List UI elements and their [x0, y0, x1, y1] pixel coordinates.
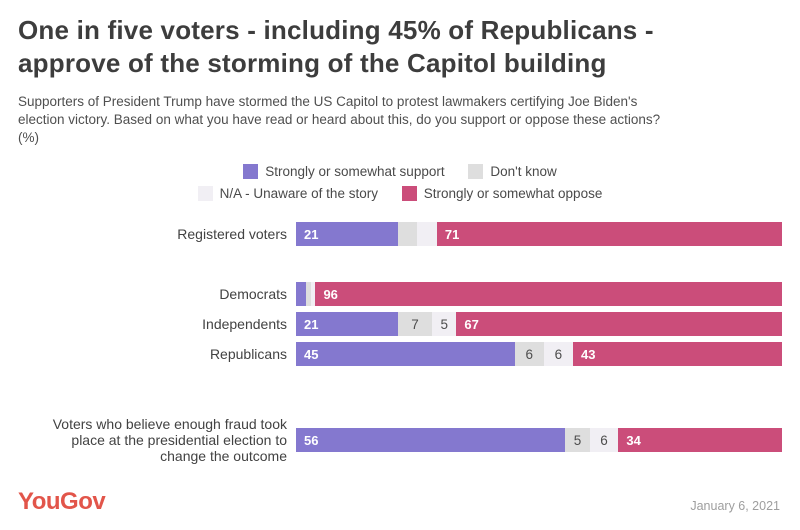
subtitle-line-2: election victory. Based on what you have…: [18, 112, 661, 127]
segment-value-label: 56: [304, 432, 319, 448]
page-title: One in five voters - including 45% of Re…: [18, 14, 782, 80]
bar-segment-support: 56: [296, 428, 566, 452]
row-label: Democrats: [219, 286, 287, 302]
row-label: Republicans: [209, 346, 287, 362]
legend-label-unaware: N/A - Unaware of the story: [219, 186, 378, 201]
legend-item-support: Strongly or somewhat support: [243, 161, 445, 183]
unaware-swatch-icon: [197, 186, 213, 201]
bar-segment-oppose: 43: [573, 342, 782, 366]
row-label: Voters who believe enough fraud took plac…: [52, 416, 287, 464]
bar-segment-unaware: 6: [589, 428, 619, 452]
subtitle-line-1: Supporters of President Trump have storm…: [18, 94, 638, 109]
survey-question: Supporters of President Trump have storm…: [18, 93, 782, 147]
bar-segment-support: [296, 282, 306, 306]
support-swatch-icon: [243, 164, 259, 179]
bar-segment-dont_know: 5: [565, 428, 590, 452]
stacked-bar: 21 71: [296, 222, 782, 246]
legend-label-dont-know: Don't know: [490, 164, 557, 179]
bar-segment-dont_know: [398, 222, 418, 246]
stacked-bar: 21 7 5 67: [296, 312, 782, 336]
segment-value-label: 6: [554, 346, 563, 362]
segment-value-label: 6: [600, 432, 608, 448]
title-line-1: One in five voters - including 45% of Re…: [18, 15, 654, 45]
footer: YouGov January 6, 2021: [18, 488, 780, 516]
segment-value-label: 71: [444, 226, 460, 242]
bar-segment-unaware: [310, 282, 316, 306]
title-line-2: approve of the storming of the Capitol b…: [18, 48, 607, 78]
bar-segment-dont_know: 6: [514, 342, 544, 366]
yougov-logo: YouGov: [18, 488, 106, 515]
bar-segment-dont_know: 7: [398, 312, 433, 336]
row-label: Independents: [202, 316, 287, 332]
bar-segment-oppose: 71: [436, 222, 782, 246]
oppose-swatch-icon: [401, 186, 417, 201]
stacked-bar: 45 6 6 43: [296, 342, 782, 366]
bar-segment-support: 21: [296, 312, 399, 336]
segment-value-label: 5: [573, 432, 582, 448]
legend-row-2: N/A - Unaware of the story Strongly or s…: [18, 183, 782, 205]
chart-row: Independents 21 7 5 67: [18, 312, 782, 336]
legend-item-unaware: N/A - Unaware of the story: [197, 183, 378, 205]
bar-segment-oppose: 34: [618, 428, 783, 452]
bar-segment-oppose: 67: [456, 312, 782, 336]
segment-value-label: 6: [525, 346, 534, 362]
segment-value-label: 34: [626, 432, 641, 448]
segment-value-label: 45: [304, 346, 319, 362]
stacked-bar: 56 5 6 34: [296, 428, 783, 452]
legend-item-dont-know: Don't know: [468, 161, 557, 183]
segment-value-label: 96: [323, 286, 338, 302]
segment-value-label: 7: [411, 316, 419, 332]
bar-segment-unaware: 5: [432, 312, 457, 336]
legend-row-1: Strongly or somewhat support Don't know: [18, 161, 782, 183]
legend-item-oppose: Strongly or somewhat oppose: [401, 183, 603, 205]
segment-value-label: 67: [464, 316, 479, 332]
bar-segment-support: 45: [296, 342, 515, 366]
chart-legend: Strongly or somewhat support Don't know …: [18, 161, 782, 205]
row-label: Registered voters: [177, 226, 287, 242]
legend-label-oppose: Strongly or somewhat oppose: [423, 186, 603, 201]
bar-segment-support: 21: [296, 222, 399, 246]
dont-know-swatch-icon: [468, 164, 484, 179]
segment-value-label: 21: [304, 316, 319, 332]
bar-segment-oppose: 96: [315, 282, 782, 306]
chart-row: Voters who believe enough fraud took plac…: [18, 416, 783, 464]
stacked-bar: 96: [296, 282, 782, 306]
segment-value-label: 5: [440, 316, 448, 332]
segment-value-label: 21: [304, 226, 319, 242]
stacked-bar-chart: Registered voters 21 71 Democrats 96 Independ…: [18, 222, 783, 464]
bar-segment-unaware: [417, 222, 437, 246]
legend-label-support: Strongly or somewhat support: [265, 164, 445, 179]
chart-row: Republicans 45 6 6 43: [18, 342, 782, 366]
segment-value-label: 43: [581, 346, 596, 362]
chart-row: Registered voters 21 71: [18, 222, 782, 246]
publish-date: January 6, 2021: [690, 499, 780, 513]
bar-segment-unaware: 6: [543, 342, 573, 366]
chart-row: Democrats 96: [18, 282, 782, 306]
bar-segment-dont_know: [305, 282, 311, 306]
subtitle-percent-note: (%): [18, 130, 39, 145]
